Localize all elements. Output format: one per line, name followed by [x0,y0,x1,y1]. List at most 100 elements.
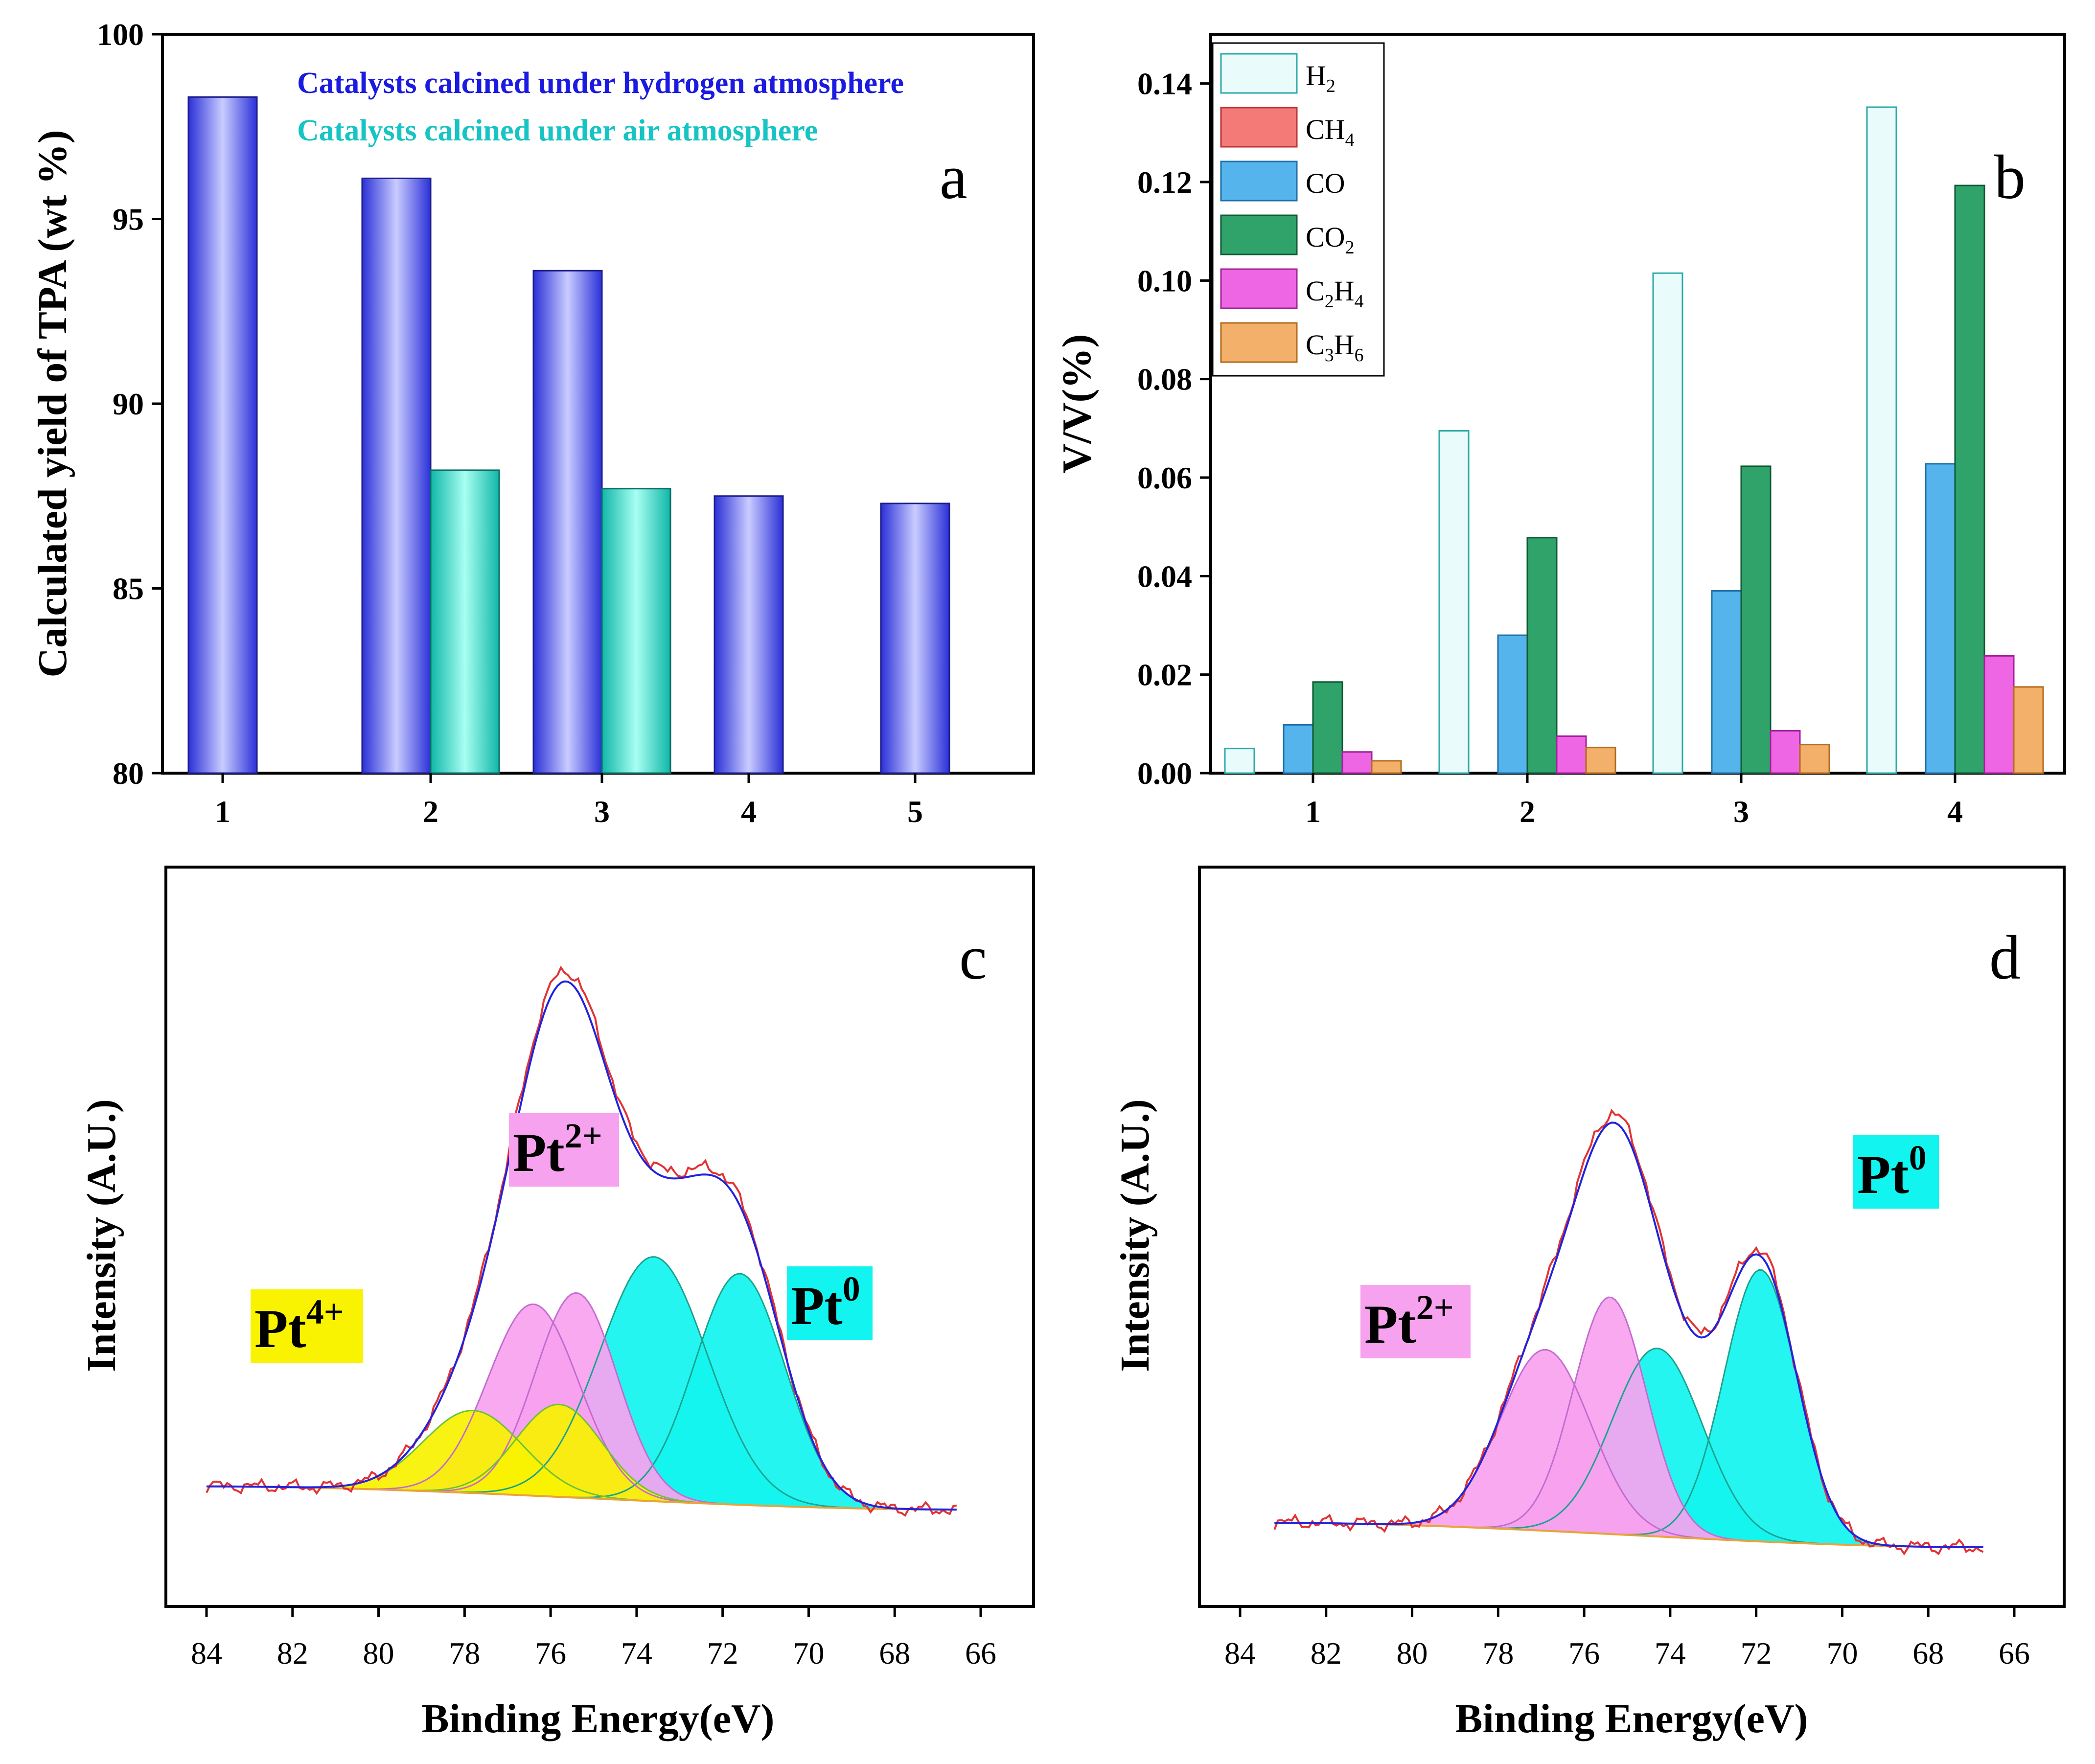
panel-d-x-axis-label: Binding Energy(eV) [1455,1696,1808,1741]
y-tick-label: 90 [113,387,144,421]
peak-fill-Pt4+ [387,1404,732,1505]
bar-CO-1 [1283,724,1314,774]
y-tick-label: 0.04 [1137,559,1192,594]
x-tick-label: 74 [1655,1636,1686,1671]
peak-outline-Pt0 [438,1256,869,1510]
panel-d-xps-spectrum: 84 82 80 78 76 74 72 70 68 66 Pt2+ Pt0 Binding Ene… [1112,866,2066,1741]
peak-outline-Pt4+ [387,1403,732,1506]
legend-label-H2: H2 [1306,60,1335,96]
x-tick-label: 4 [741,794,757,829]
x-tick-label: 80 [363,1636,394,1671]
panel-a-y-axis-label: Calculated yield of TPA (wt %) [30,130,75,677]
fit-envelope-line [206,980,957,1511]
bar-CO2-2 [1526,537,1558,774]
y-tick-label: 0.10 [1137,263,1192,298]
peak-fill-Pt0 [438,1257,869,1509]
x-tick-label: 74 [621,1636,652,1671]
peak-fill-Pt2+ [352,1304,714,1504]
bar-C2H4-3 [1770,730,1801,774]
panel-b-frame [1209,33,2066,775]
x-tick-label: 72 [1741,1636,1772,1671]
panel-a-y-ticks: 80 85 90 95 100 [97,17,162,791]
legend-swatch-C3H6 [1220,322,1298,363]
x-tick-label: 84 [1224,1636,1256,1671]
x-tick-label: 68 [879,1636,910,1671]
bar-air-2 [430,469,500,774]
bar-H2-1 [1224,748,1255,774]
annotation-box-pt2 [1360,1285,1471,1358]
fit-envelope-line [1274,1122,1983,1548]
panel-d-label: d [1989,923,2021,992]
panel-c-frame [164,866,1035,1608]
bar-C3H6-2 [1585,747,1616,774]
panel-b-label: b [1994,142,2026,212]
legend-label-CH4: CH4 [1306,114,1355,150]
x-tick-label: 82 [277,1636,308,1671]
bar-C2H4-4 [1983,655,2015,774]
bar-CO-2 [1497,634,1528,774]
bar-H2-3 [1652,272,1683,774]
peak-outline-Pt2+ [1463,1296,1756,1542]
bar-hydrogen-5 [880,503,950,774]
y-tick-label: 0.02 [1137,658,1192,692]
x-tick-label: 1 [215,794,230,829]
y-tick-label: 100 [97,17,144,52]
peak-fill-Pt2+ [1464,1297,1756,1541]
x-tick-label: 70 [1826,1636,1858,1671]
legend-label-C3H6: C3H6 [1306,329,1364,366]
peak-outline-Pt2+ [413,1292,740,1506]
bar-H2-2 [1438,430,1470,774]
y-tick-label: 85 [113,572,144,606]
panel-a-bars [187,96,950,774]
x-tick-label: 80 [1397,1636,1428,1671]
legend-label-C2H4: C2H4 [1306,275,1364,312]
x-tick-label: 66 [1999,1636,2030,1671]
panel-a-bar-chart: 80 85 90 95 100 1 2 3 4 5 Calculated yield of TP… [30,17,1035,829]
panel-d-x-ticks: 84 82 80 78 76 74 72 70 68 66 [1224,1606,2030,1671]
annotation-box-pt4 [251,1289,363,1363]
annotation-box-pt2 [509,1113,619,1187]
legend-label-CO: CO [1306,167,1345,199]
legend-label-CO2: CO2 [1306,221,1355,258]
peak-outline-Pt0 [1476,1348,1838,1545]
bar-CO2-3 [1740,465,1772,774]
peak-fill-Pt4+ [275,1410,671,1502]
bar-air-3 [601,488,671,774]
panel-c-x-axis-label: Binding Energy(eV) [421,1696,774,1741]
panel-d-frame [1198,866,2066,1608]
bar-hydrogen-1 [187,96,258,774]
bar-CO2-1 [1312,681,1343,774]
annotation-label-pt2: Pt2+ [1364,1288,1454,1355]
panel-a-legend-hydrogen: Catalysts calcined under hydrogen atmosp… [297,67,904,100]
panel-b-y-ticks: 0.00 0.02 0.04 0.06 0.08 0.10 0.12 0.14 [1137,67,1211,791]
annotation-label-pt0: Pt0 [791,1269,860,1336]
panel-b-legend: H2 CH4 CO CO2 C2H4 C3H6 [1212,42,1385,377]
x-tick-label: 72 [707,1636,738,1671]
panel-b-x-ticks: 1 2 3 4 [1305,773,1963,829]
bar-C3H6-4 [2013,686,2044,774]
bar-hydrogen-4 [714,495,784,774]
y-tick-label: 0.00 [1137,756,1192,791]
panel-d-lines [1273,1109,1984,1556]
panel-a-legend-air: Catalysts calcined under air atmosphere [297,114,818,147]
y-tick-label: 0.06 [1137,460,1192,495]
legend-swatch-H2 [1220,53,1298,94]
peak-fill-Pt2+ [1364,1350,1727,1540]
panel-c-annotations: Pt4+ Pt2+ Pt0 [251,1113,873,1363]
bar-CO2-4 [1954,184,1985,774]
legend-swatch-CO2 [1220,214,1298,255]
bar-C3H6-3 [1799,744,1830,774]
x-tick-label: 78 [1482,1636,1514,1671]
panel-d-y-axis-label: Intensity (A.U.) [1112,1099,1158,1372]
x-tick-label: 78 [449,1636,480,1671]
panel-d-annotations: Pt2+ Pt0 [1360,1135,1939,1358]
bar-C2H4-2 [1556,735,1587,774]
panel-c-peak-fills [275,1257,921,1510]
annotation-box-pt0 [787,1266,873,1340]
panel-c-x-ticks: 84 82 80 78 76 74 72 70 68 66 [191,1606,996,1671]
legend-swatch-C2H4 [1220,268,1298,309]
peak-fill-Pt0 [1614,1270,1907,1547]
raw-data-line [1273,1109,1984,1556]
x-tick-label: 1 [1305,794,1321,829]
peak-fill-Pt0 [559,1274,921,1510]
